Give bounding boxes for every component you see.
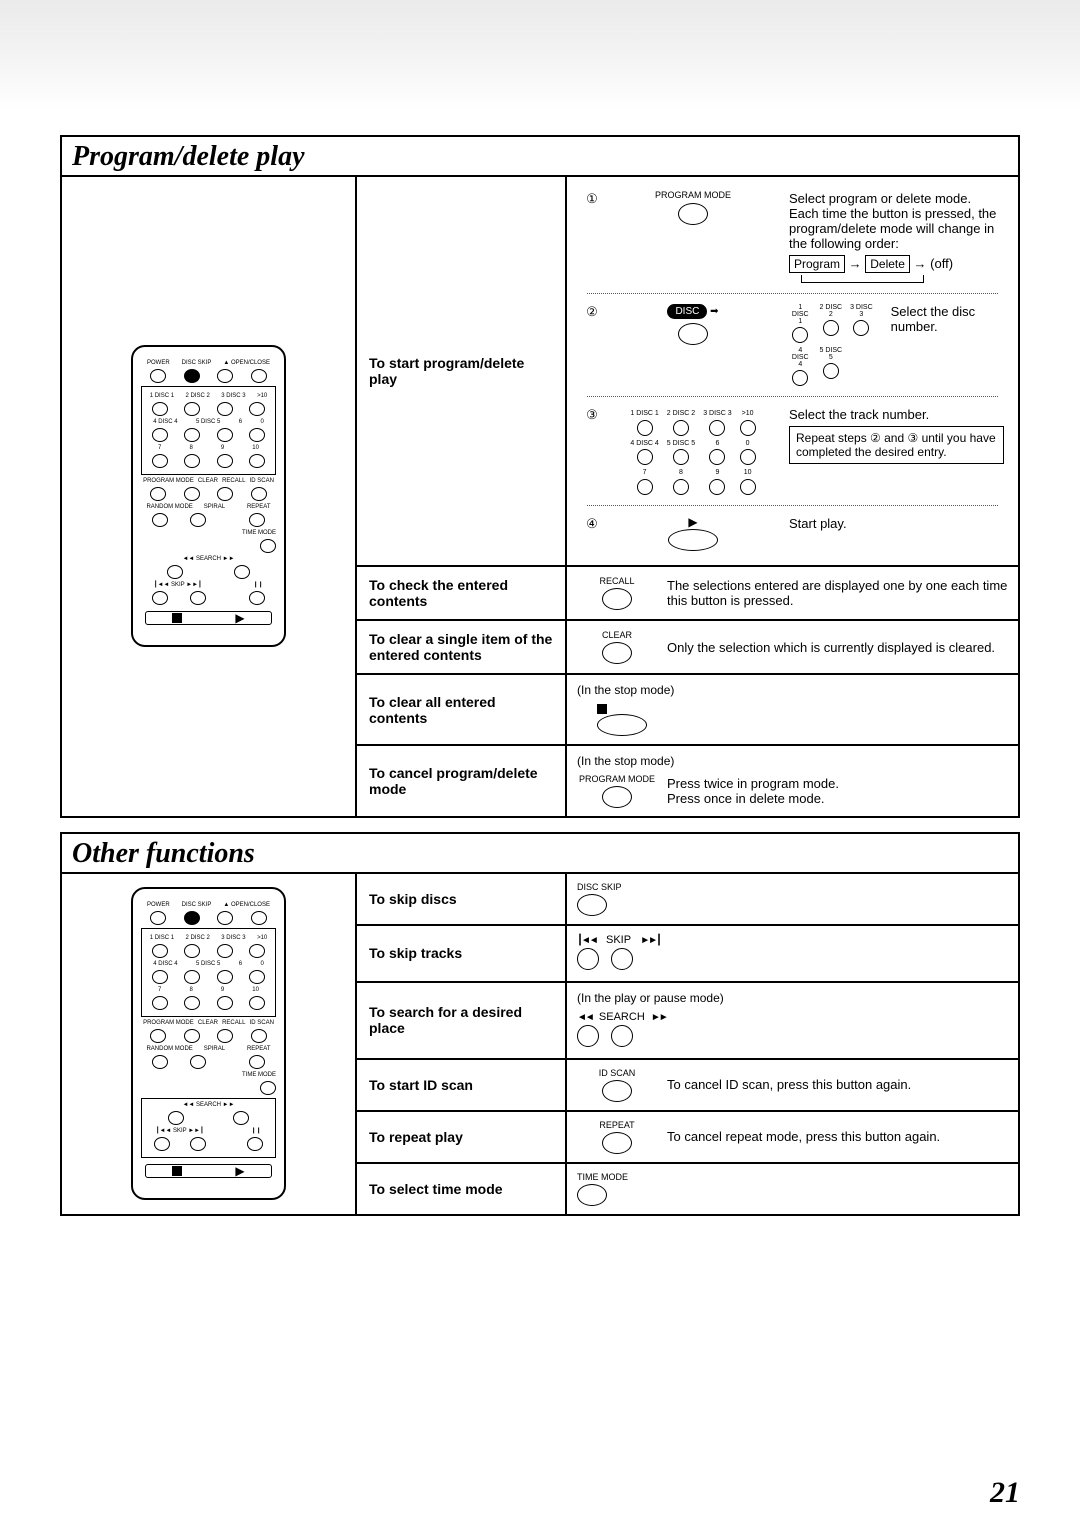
time-mode-label: TIME MODE <box>577 1172 1008 1182</box>
recall-label: RECALL <box>577 576 657 586</box>
row-label: To cancel program/delete mode <box>357 746 567 816</box>
row-label: To repeat play <box>357 1112 567 1162</box>
scan-artifact <box>0 0 1080 110</box>
time-mode-button-icon <box>577 1184 607 1206</box>
clear-label: CLEAR <box>577 630 657 640</box>
search-rev-icon <box>577 1011 593 1023</box>
row-check: To check the entered contents RECALL The… <box>357 565 1018 619</box>
stop-icon <box>597 704 607 714</box>
row-label: To start program/delete play <box>357 177 567 565</box>
play-icon <box>688 518 697 529</box>
step-2-text: Select the disc number. <box>891 304 1004 386</box>
repeat-note: Repeat steps ② and ③ until you have comp… <box>789 426 1004 464</box>
row-label: To skip discs <box>357 874 567 924</box>
step-4: ④ Start play. <box>577 510 1008 557</box>
row-repeat: To repeat play REPEAT To cancel repeat m… <box>357 1110 1018 1162</box>
search-fwd-icon <box>651 1011 667 1023</box>
row-label: To skip tracks <box>357 926 567 981</box>
skip-prev-icon <box>577 934 597 946</box>
disc-button-icon: DISC <box>667 304 707 319</box>
id-scan-button-icon <box>602 1080 632 1102</box>
id-scan-text: To cancel ID scan, press this button aga… <box>667 1077 1008 1092</box>
context-stop-mode: (In the stop mode) <box>577 754 1008 768</box>
program-mode-button-icon <box>602 786 632 808</box>
skip-label: SKIP <box>606 934 631 946</box>
program-mode-label: PROGRAM MODE <box>603 191 783 201</box>
repeat-label: REPEAT <box>577 1120 657 1130</box>
row-time-mode: To select time mode TIME MODE <box>357 1162 1018 1214</box>
row-clear-all: To clear all entered contents (In the st… <box>357 673 1018 744</box>
step-3: ③ 1 DISC 1 2 DISC 2 3 DISC 3 >10 4 DISC … <box>577 401 1008 501</box>
section-title: Program/delete play <box>62 137 1018 177</box>
step-1-text: Select program or delete mode. Each time… <box>789 191 996 251</box>
clear-one-text: Only the selection which is currently di… <box>667 640 1008 655</box>
search-rev-button-icon <box>577 1025 599 1047</box>
mode-flow: Program → Delete → (off) <box>789 255 1004 283</box>
repeat-text: To cancel repeat mode, press this button… <box>667 1129 1008 1144</box>
search-fwd-button-icon <box>611 1025 633 1047</box>
context-play-pause: (In the play or pause mode) <box>577 991 1008 1005</box>
disc-number-grid: 1 DISC 1 2 DISC 2 3 DISC 3 4 DISC 4 5 DI… <box>789 304 881 386</box>
page-number: 21 <box>990 1476 1020 1510</box>
clear-button-icon <box>602 642 632 664</box>
disc-skip-label: DISC SKIP <box>577 882 1008 892</box>
row-label: To select time mode <box>357 1164 567 1214</box>
step-4-text: Start play. <box>783 516 1004 531</box>
repeat-button-icon <box>602 1132 632 1154</box>
row-label: To start ID scan <box>357 1060 567 1110</box>
section-title: Other functions <box>62 834 1018 874</box>
cancel-text: Press twice in program mode. Press once … <box>667 776 1008 806</box>
step-2: ② DISC ➡ 1 DISC 1 2 DISC 2 3 DISC 3 <box>577 298 1008 392</box>
row-label: To clear a single item of the entered co… <box>357 621 567 673</box>
skip-prev-button-icon <box>577 948 599 970</box>
step-3-text: Select the track number. <box>789 407 1004 422</box>
row-cancel: To cancel program/delete mode (In the st… <box>357 744 1018 816</box>
program-mode-label: PROGRAM MODE <box>577 774 657 784</box>
search-label: SEARCH <box>599 1011 645 1023</box>
recall-button-icon <box>602 588 632 610</box>
program-mode-button-icon <box>678 203 708 225</box>
row-label: To clear all entered contents <box>357 675 567 744</box>
context-stop-mode: (In the stop mode) <box>577 683 1008 697</box>
row-id-scan: To start ID scan ID SCAN To cancel ID sc… <box>357 1058 1018 1110</box>
remote-illustration-1: POWERDISC SKIP▲ OPEN/CLOSE 1 DISC 12 DIS… <box>62 177 357 816</box>
row-skip-discs: To skip discs DISC SKIP <box>357 874 1018 924</box>
remote-illustration-2: POWERDISC SKIP▲ OPEN/CLOSE 1 DISC 12 DIS… <box>62 874 357 1214</box>
section-program-delete: Program/delete play POWERDISC SKIP▲ OPEN… <box>60 135 1020 818</box>
row-label: To check the entered contents <box>357 567 567 619</box>
disc-skip-button-icon <box>577 894 607 916</box>
row-label: To search for a desired place <box>357 983 567 1058</box>
skip-next-icon <box>640 934 660 946</box>
skip-next-button-icon <box>611 948 633 970</box>
id-scan-label: ID SCAN <box>577 1068 657 1078</box>
track-number-grid: 1 DISC 1 2 DISC 2 3 DISC 3 >10 4 DISC 4 … <box>630 410 755 495</box>
section-other-functions: Other functions POWERDISC SKIP▲ OPEN/CLO… <box>60 832 1020 1216</box>
row-search: To search for a desired place (In the pl… <box>357 981 1018 1058</box>
step-1: ① PROGRAM MODE Select program or delete … <box>577 185 1008 289</box>
row-clear-one: To clear a single item of the entered co… <box>357 619 1018 673</box>
row-skip-tracks: To skip tracks SKIP <box>357 924 1018 981</box>
row-start-program: To start program/delete play ① PROGRAM M… <box>357 177 1018 565</box>
check-text: The selections entered are displayed one… <box>667 578 1008 608</box>
